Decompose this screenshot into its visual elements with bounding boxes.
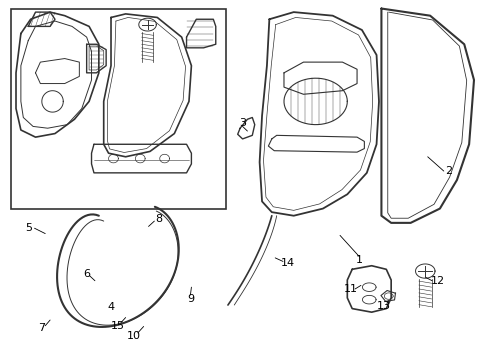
Text: 6: 6 [83, 269, 90, 279]
Text: 12: 12 [430, 276, 444, 286]
Text: 3: 3 [239, 118, 246, 128]
Bar [11, 9, 225, 208]
Text: 4: 4 [107, 302, 115, 312]
Text: 15: 15 [110, 321, 124, 331]
Text: 1: 1 [356, 255, 363, 265]
Text: 13: 13 [376, 301, 391, 311]
Text: 14: 14 [281, 258, 295, 268]
Text: 11: 11 [344, 284, 358, 294]
Text: 5: 5 [25, 223, 33, 233]
Text: 8: 8 [155, 214, 162, 224]
Text: 7: 7 [38, 323, 46, 333]
Text: 2: 2 [445, 166, 452, 176]
Text: 9: 9 [187, 294, 194, 303]
Text: 10: 10 [127, 332, 141, 342]
